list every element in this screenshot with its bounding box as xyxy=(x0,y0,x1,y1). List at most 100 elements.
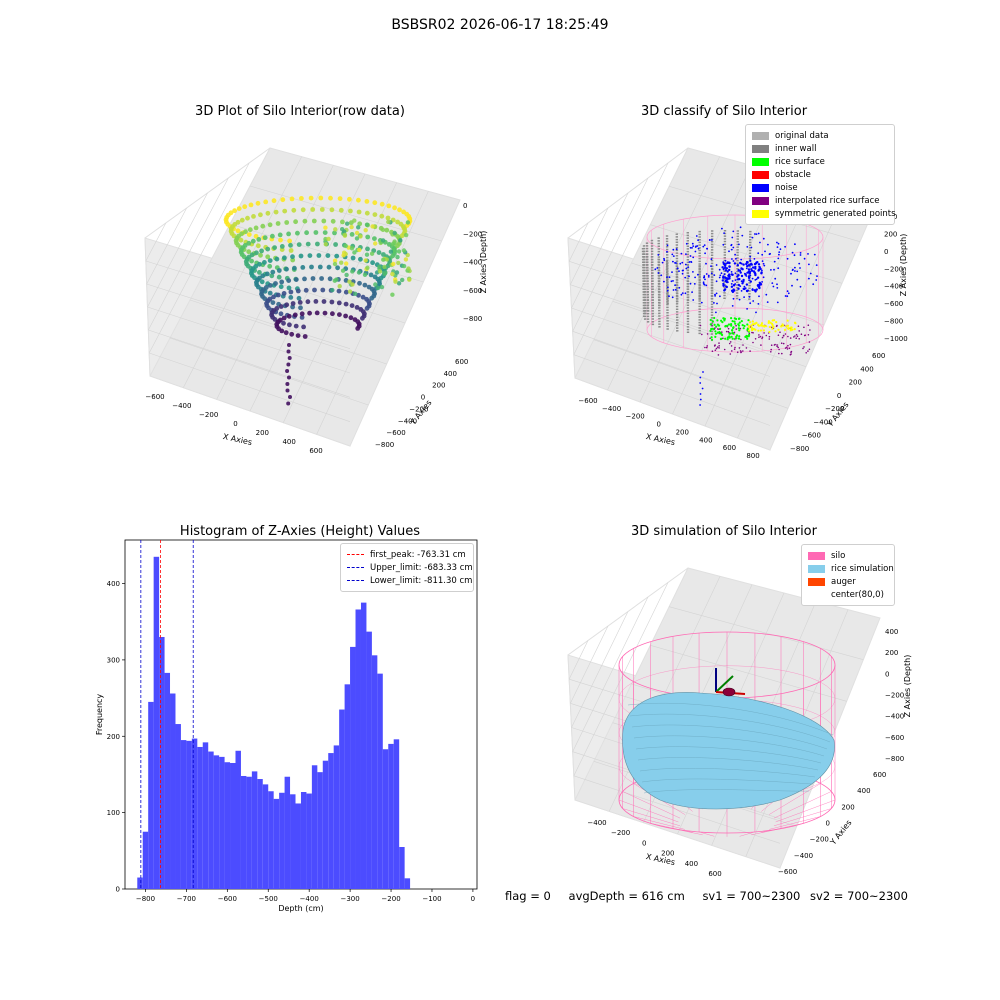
histogram-bar xyxy=(366,631,372,889)
interpolated-point xyxy=(748,332,751,335)
rice-surface-point xyxy=(738,321,741,324)
data-point xyxy=(349,232,355,237)
noise-point xyxy=(734,279,737,281)
data-point xyxy=(292,312,298,318)
noise-point xyxy=(671,253,674,256)
data-point xyxy=(345,221,350,226)
noise-point xyxy=(724,266,727,269)
rice-surface-point xyxy=(741,324,744,327)
histogram-bar xyxy=(137,877,143,889)
axis-arrow-y xyxy=(715,675,734,693)
noise-point xyxy=(816,275,818,277)
data-point xyxy=(239,231,245,237)
noise-point xyxy=(759,241,761,244)
interpolated-point xyxy=(808,341,811,343)
interpolated-point xyxy=(775,325,778,328)
interpolated-point xyxy=(809,329,811,331)
noise-point xyxy=(691,291,693,293)
rice-surface-point xyxy=(732,332,735,335)
data-point xyxy=(369,251,375,256)
data-point xyxy=(302,334,308,339)
noise-point xyxy=(769,252,771,255)
interpolated-point xyxy=(787,344,789,347)
silo-wire xyxy=(769,816,821,830)
data-point xyxy=(298,305,303,311)
histogram-bar xyxy=(148,701,154,889)
rice-surface-point xyxy=(745,334,748,338)
interpolated-point xyxy=(735,324,737,327)
x-tick-label: 200 xyxy=(661,850,674,858)
noise-point xyxy=(738,298,741,301)
interpolated-point xyxy=(770,344,773,347)
data-point xyxy=(323,242,328,247)
data-point xyxy=(339,260,344,265)
z-tick-label: −800 xyxy=(463,315,482,323)
symmetric-point xyxy=(753,322,757,325)
data-point xyxy=(281,315,287,321)
data-point xyxy=(323,225,328,230)
noise-point xyxy=(777,267,780,270)
data-point xyxy=(317,264,323,270)
interpolated-point xyxy=(798,338,800,340)
symmetric-point xyxy=(768,330,771,334)
data-point xyxy=(354,236,360,241)
z-tick-label: 200 xyxy=(884,230,897,238)
noise-point xyxy=(671,296,674,299)
histogram-bar xyxy=(333,745,340,889)
noise-point xyxy=(697,247,700,250)
panel1-3d-scatter: −600−400−2000200400600−800−600−400−20002… xyxy=(144,147,488,455)
rice-surface-point xyxy=(721,321,724,324)
noise-point xyxy=(689,282,692,285)
data-point xyxy=(326,264,332,270)
noise-point xyxy=(766,301,769,303)
legend-swatch xyxy=(808,551,825,560)
rice-surface-point xyxy=(717,331,720,334)
rice-surface-point xyxy=(748,333,751,336)
grid-line xyxy=(571,192,629,309)
noise-point xyxy=(731,305,734,307)
inner-wall-point xyxy=(657,237,661,308)
data-point xyxy=(334,253,340,259)
data-point xyxy=(403,232,409,238)
noise-point xyxy=(684,292,687,295)
noise-point xyxy=(752,300,755,302)
rice-mesh xyxy=(635,746,822,764)
noise-point xyxy=(721,266,724,269)
rice-surface-point xyxy=(711,327,715,330)
noise-point xyxy=(750,268,753,270)
noise-point xyxy=(727,274,730,277)
data-point xyxy=(394,270,400,275)
panel3-title: Histogram of Z-Axies (Height) Values xyxy=(179,524,421,539)
grid-line xyxy=(571,307,771,377)
interpolated-point xyxy=(760,344,762,346)
data-point xyxy=(284,266,289,272)
x-tick-label: 0 xyxy=(656,421,660,429)
noise-point xyxy=(678,286,681,289)
data-point xyxy=(340,268,346,273)
noise-point xyxy=(714,293,716,296)
data-point xyxy=(308,195,314,201)
data-point xyxy=(384,257,389,262)
symmetric-point xyxy=(762,329,766,332)
noise-point xyxy=(752,270,756,273)
histogram-bar xyxy=(251,771,258,889)
symmetric-point xyxy=(757,329,760,332)
data-point xyxy=(265,246,271,252)
x-tick-label: 400 xyxy=(685,860,698,868)
interpolated-point xyxy=(807,324,810,327)
noise-point xyxy=(704,278,706,281)
symmetric-point xyxy=(772,325,775,328)
data-point xyxy=(350,282,355,287)
legend-label: auger xyxy=(831,576,856,587)
noise-point xyxy=(777,242,780,245)
data-point xyxy=(286,362,291,367)
symmetric-point xyxy=(783,328,787,331)
noise-point xyxy=(757,252,760,255)
noise-point xyxy=(692,299,695,301)
legend-classify-item: original data xyxy=(752,129,888,142)
data-point xyxy=(349,303,355,308)
grid-line xyxy=(572,331,771,402)
interpolated-point xyxy=(781,336,784,339)
data-point xyxy=(344,261,349,266)
noise-point xyxy=(724,269,728,272)
